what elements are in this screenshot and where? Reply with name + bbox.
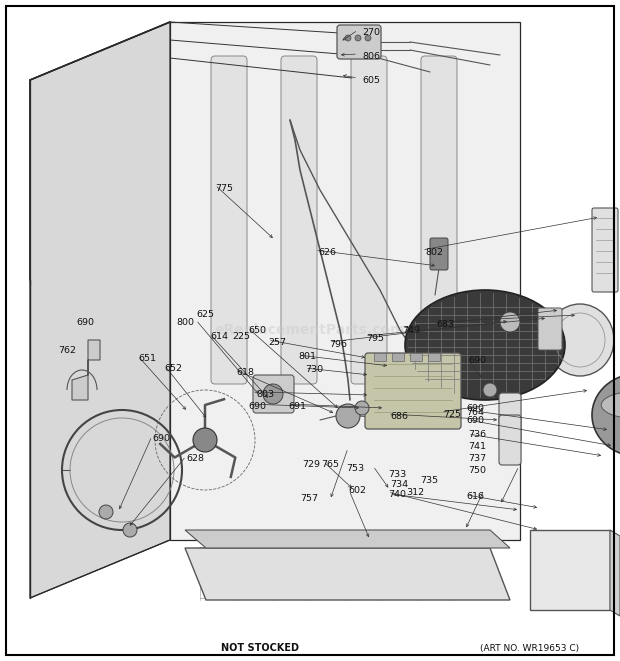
Text: 753: 753: [346, 464, 364, 473]
Circle shape: [355, 35, 361, 41]
Polygon shape: [185, 530, 510, 548]
Text: 690: 690: [468, 356, 486, 365]
Text: 602: 602: [348, 486, 366, 495]
Text: 312: 312: [406, 488, 424, 497]
Text: 734: 734: [390, 480, 408, 489]
Text: 757: 757: [300, 494, 318, 503]
Text: 628: 628: [186, 454, 204, 463]
Text: 735: 735: [420, 476, 438, 485]
FancyBboxPatch shape: [392, 353, 404, 361]
FancyBboxPatch shape: [410, 353, 422, 361]
Text: 683: 683: [436, 320, 454, 329]
Text: 765: 765: [321, 460, 339, 469]
Text: 690: 690: [152, 434, 170, 443]
Text: 725: 725: [443, 410, 461, 419]
FancyBboxPatch shape: [430, 238, 448, 270]
Circle shape: [355, 401, 369, 415]
Text: 795: 795: [366, 334, 384, 343]
Text: 796: 796: [329, 340, 347, 349]
Text: 762: 762: [58, 346, 76, 355]
Text: 750: 750: [468, 466, 486, 475]
Text: 270: 270: [362, 28, 380, 37]
Text: 803: 803: [256, 390, 274, 399]
FancyBboxPatch shape: [337, 25, 381, 59]
Text: (ART NO. WR19653 C): (ART NO. WR19653 C): [480, 644, 580, 652]
FancyBboxPatch shape: [421, 56, 457, 384]
Polygon shape: [30, 22, 170, 598]
FancyBboxPatch shape: [365, 353, 461, 429]
Text: 802: 802: [425, 248, 443, 257]
Text: 650: 650: [248, 326, 266, 335]
Ellipse shape: [601, 391, 620, 419]
Circle shape: [263, 384, 283, 404]
Text: 749: 749: [402, 326, 420, 335]
Text: 690: 690: [466, 416, 484, 425]
Polygon shape: [170, 22, 520, 540]
FancyBboxPatch shape: [499, 393, 521, 443]
Ellipse shape: [592, 373, 620, 456]
Polygon shape: [185, 548, 510, 600]
Text: 730: 730: [305, 365, 323, 374]
Ellipse shape: [405, 290, 565, 400]
Text: 686: 686: [390, 412, 408, 421]
Text: 737: 737: [468, 454, 486, 463]
Text: 764: 764: [466, 408, 484, 417]
Ellipse shape: [546, 304, 614, 376]
Polygon shape: [530, 530, 610, 610]
Circle shape: [345, 35, 351, 41]
FancyBboxPatch shape: [351, 56, 387, 384]
FancyBboxPatch shape: [428, 353, 440, 361]
Circle shape: [483, 383, 497, 397]
Text: 740: 740: [388, 490, 406, 499]
FancyBboxPatch shape: [374, 353, 386, 361]
Circle shape: [500, 312, 520, 332]
Text: NOT STOCKED: NOT STOCKED: [221, 643, 299, 653]
Circle shape: [193, 428, 217, 452]
Circle shape: [365, 35, 371, 41]
Text: 729: 729: [302, 460, 320, 469]
Text: 775: 775: [215, 184, 233, 193]
Text: 806: 806: [362, 52, 380, 61]
Text: 616: 616: [466, 492, 484, 501]
Circle shape: [123, 523, 137, 537]
Text: 626: 626: [318, 248, 336, 257]
FancyBboxPatch shape: [281, 56, 317, 384]
Text: 741: 741: [468, 442, 486, 451]
Text: 690: 690: [466, 404, 484, 413]
Text: 614: 614: [210, 332, 228, 341]
Text: 605: 605: [362, 76, 380, 85]
Text: 690: 690: [248, 402, 266, 411]
Polygon shape: [610, 530, 620, 616]
Text: 800: 800: [176, 318, 194, 327]
Circle shape: [336, 404, 360, 428]
Text: eReplacementParts.com: eReplacementParts.com: [215, 323, 405, 337]
Text: 618: 618: [236, 368, 254, 377]
Text: 651: 651: [138, 354, 156, 363]
FancyBboxPatch shape: [499, 415, 521, 465]
FancyBboxPatch shape: [538, 308, 562, 350]
Text: 625: 625: [196, 310, 214, 319]
Circle shape: [99, 505, 113, 519]
Polygon shape: [72, 340, 100, 400]
Text: 257: 257: [268, 338, 286, 347]
Text: 801: 801: [298, 352, 316, 361]
Text: 652: 652: [164, 364, 182, 373]
Text: 691: 691: [288, 402, 306, 411]
Text: 736: 736: [468, 430, 486, 439]
FancyBboxPatch shape: [211, 56, 247, 384]
FancyBboxPatch shape: [592, 208, 618, 292]
FancyBboxPatch shape: [253, 375, 294, 413]
Text: 733: 733: [388, 470, 406, 479]
Text: 225: 225: [232, 332, 250, 341]
Text: 690: 690: [76, 318, 94, 327]
